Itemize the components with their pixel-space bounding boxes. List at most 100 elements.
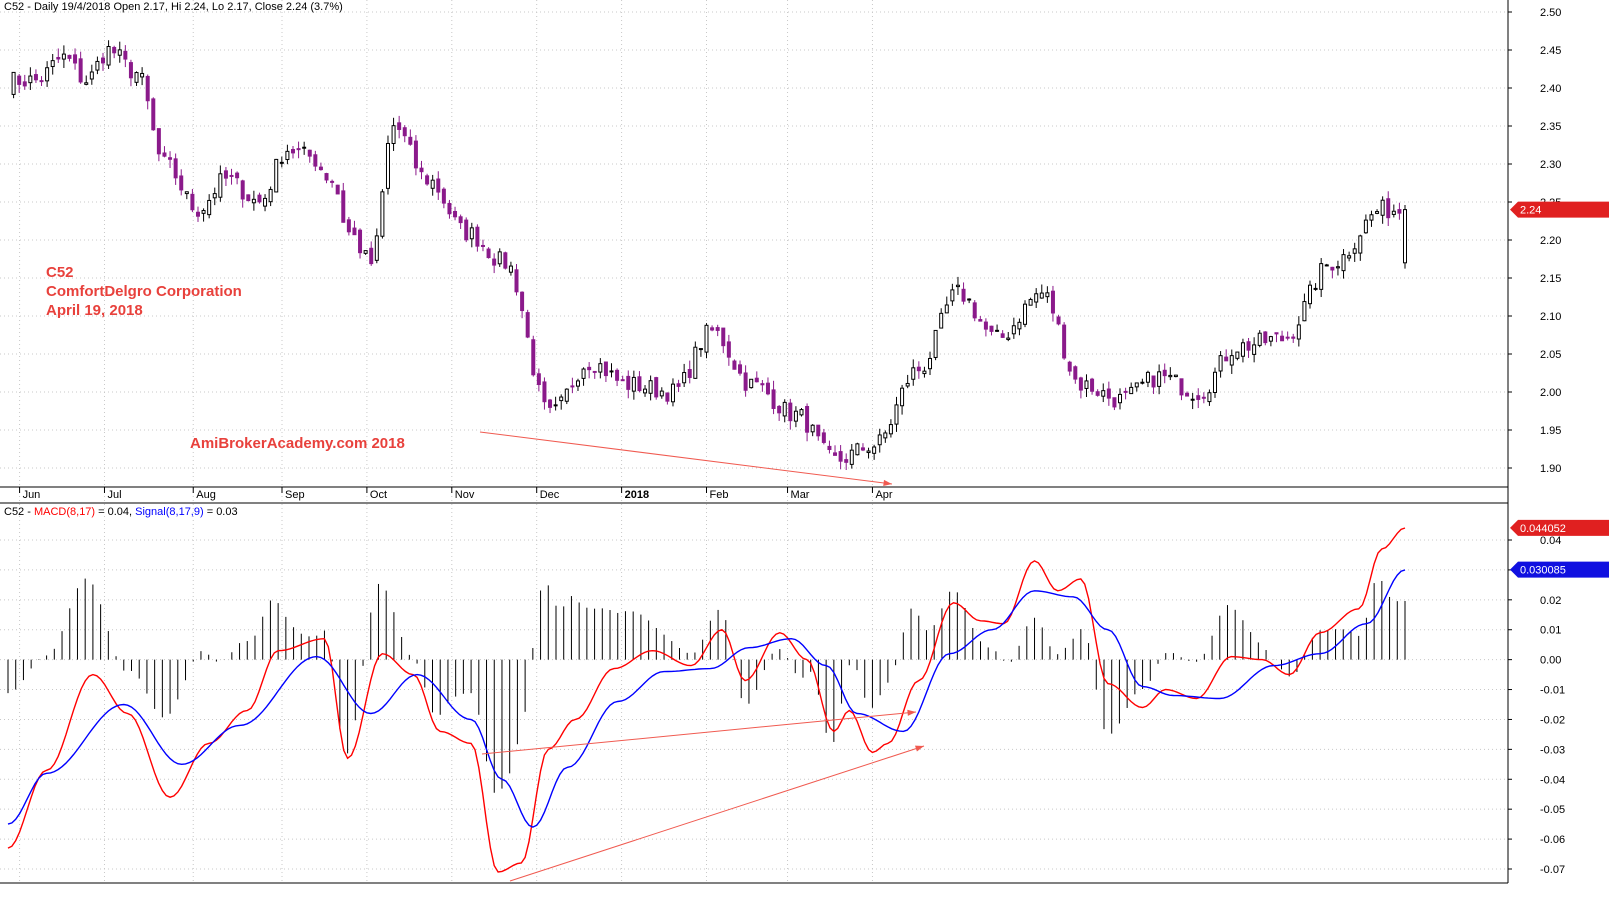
candle-body [1347, 255, 1352, 259]
candle-body [548, 399, 553, 408]
candle-body [1268, 336, 1273, 342]
price-axis: 2.502.452.402.352.302.252.202.152.102.05… [1508, 7, 1561, 475]
candle-body [263, 197, 268, 207]
candle-body [955, 284, 960, 288]
candle-body [721, 327, 726, 347]
signal-line [7, 569, 1406, 828]
candle-body [603, 361, 608, 377]
last-price-badge-text: 2.24 [1520, 205, 1541, 217]
candle-body [240, 180, 245, 200]
candle-body [1084, 380, 1089, 389]
candle-body [542, 381, 547, 403]
candle-body [838, 451, 843, 462]
candle-body [1296, 324, 1301, 340]
month-label: Mar [791, 489, 810, 501]
last-price-badge-shape [1510, 201, 1609, 218]
candle-body [615, 369, 620, 381]
candle-body [195, 211, 200, 217]
month-label: Aug [196, 489, 216, 501]
candle-body [134, 72, 139, 83]
candle-body [251, 198, 256, 204]
macd-axis: 0.040.030.020.010.00-0.01-0.02-0.03-0.04… [1508, 535, 1565, 876]
candle-body [760, 383, 765, 386]
candle-body [609, 370, 614, 373]
candle-body [855, 443, 860, 456]
candle-body [1000, 333, 1005, 338]
candle-body [1240, 342, 1245, 357]
candle-body [1006, 337, 1011, 340]
candle-body [1308, 284, 1313, 305]
candle-body [922, 370, 927, 375]
candle-body [900, 387, 905, 407]
candle-body [698, 348, 703, 351]
candle-body [318, 166, 323, 171]
candle-body [1062, 324, 1067, 359]
candle-body [212, 193, 217, 199]
candle-body [749, 378, 754, 389]
candle-body [28, 75, 33, 84]
candle-body [1073, 366, 1078, 380]
candle-body [1011, 325, 1016, 335]
candle-body [156, 128, 161, 155]
last-price-badge: 2.24 [1510, 201, 1609, 218]
candle-body [453, 210, 458, 218]
candle-body [1363, 219, 1368, 234]
month-label: Feb [710, 489, 729, 501]
candle-body [145, 75, 150, 102]
candle-body [682, 372, 687, 384]
chart-frame [0, 0, 1509, 884]
candle-body [1252, 344, 1257, 355]
candle-body [352, 227, 357, 236]
candle-body [911, 367, 916, 380]
month-label: Nov [455, 489, 475, 501]
candle-body [313, 154, 318, 167]
candle-body [1196, 395, 1201, 400]
candle-body [207, 199, 212, 216]
candle-body [380, 191, 385, 237]
candle-body [877, 434, 882, 446]
candle-body [408, 136, 413, 145]
candle-body [771, 389, 776, 409]
candle-body [508, 265, 513, 273]
candle-body [1173, 374, 1178, 378]
price-divergence-arrow [479, 431, 893, 485]
candle-body [1090, 378, 1095, 392]
candle-body [654, 377, 659, 398]
candle-body [1324, 264, 1329, 267]
candle-body [972, 302, 977, 319]
macd-value-badge-text: 0.044052 [1520, 523, 1566, 535]
value-badges: 2.24 0.044052 0.030085 [1510, 201, 1609, 578]
candle-body [592, 370, 597, 373]
candle-body [788, 402, 793, 422]
candle-body [1179, 378, 1184, 396]
candle-body [581, 368, 586, 379]
candle-body [743, 372, 748, 391]
candle-body [575, 380, 580, 387]
candle-body [827, 445, 832, 451]
candle-body [1050, 290, 1055, 314]
annotation-ticker: C52 [46, 264, 74, 281]
candle-body [22, 81, 27, 87]
candle-body [358, 229, 363, 254]
candle-body [765, 382, 770, 395]
macd-value-badge: 0.044052 [1510, 519, 1609, 536]
price-tick-label: 2.00 [1540, 387, 1561, 399]
candle-body [1380, 199, 1385, 216]
candle-body [687, 369, 692, 378]
candle-body [553, 404, 558, 407]
candle-body [715, 327, 720, 331]
candle-body [190, 193, 195, 211]
candle-body [274, 158, 279, 193]
candle-body [1302, 301, 1307, 322]
candle-body [1313, 287, 1318, 290]
gridlines [0, 0, 1508, 883]
candle-body [486, 248, 491, 259]
candle-body [73, 54, 78, 64]
candle-body [944, 304, 949, 314]
candle-body [1123, 390, 1128, 393]
candle-body [866, 450, 871, 454]
candle-body [223, 170, 228, 179]
candle-body [413, 140, 418, 169]
candle-body [67, 54, 72, 59]
candle-body [45, 67, 50, 82]
